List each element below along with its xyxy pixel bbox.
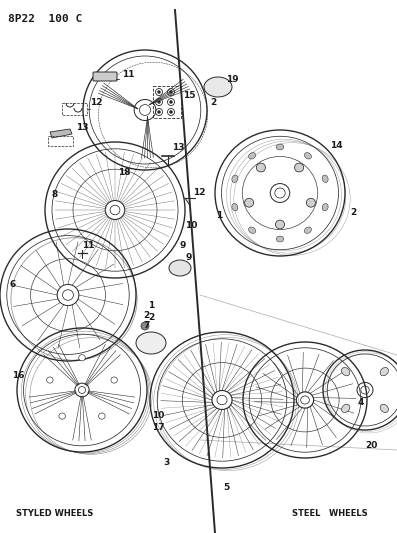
Text: 13: 13: [172, 143, 185, 152]
Ellipse shape: [170, 101, 173, 103]
Ellipse shape: [341, 367, 350, 376]
Text: 4: 4: [358, 398, 364, 407]
Ellipse shape: [256, 163, 266, 172]
Text: 15: 15: [183, 91, 195, 100]
Text: 2: 2: [350, 208, 356, 217]
Text: 16: 16: [12, 371, 25, 380]
Ellipse shape: [245, 198, 254, 207]
Ellipse shape: [276, 236, 284, 242]
Text: 1: 1: [148, 301, 154, 310]
Bar: [48, 136, 73, 146]
Ellipse shape: [276, 144, 284, 150]
Text: 8: 8: [52, 190, 58, 199]
Polygon shape: [50, 129, 72, 138]
Text: 3: 3: [163, 458, 169, 467]
Ellipse shape: [136, 332, 166, 354]
Text: 2: 2: [148, 313, 154, 322]
Ellipse shape: [158, 101, 160, 103]
Text: 14: 14: [330, 141, 343, 150]
Ellipse shape: [111, 377, 118, 383]
Ellipse shape: [304, 152, 311, 159]
Ellipse shape: [341, 404, 350, 413]
Ellipse shape: [249, 152, 256, 159]
Ellipse shape: [79, 354, 85, 361]
Text: STYLED WHEELS: STYLED WHEELS: [16, 509, 94, 518]
Text: 10: 10: [185, 221, 197, 230]
Ellipse shape: [322, 175, 328, 182]
Text: 12: 12: [193, 188, 206, 197]
Circle shape: [141, 322, 149, 330]
Text: 7: 7: [143, 321, 149, 330]
Ellipse shape: [170, 110, 173, 114]
Bar: [62, 103, 87, 115]
Text: 19: 19: [226, 75, 239, 84]
Ellipse shape: [46, 377, 53, 383]
Text: 11: 11: [82, 241, 94, 250]
Text: 17: 17: [152, 423, 165, 432]
Ellipse shape: [276, 220, 285, 229]
Ellipse shape: [295, 163, 304, 172]
Text: 9: 9: [180, 241, 186, 250]
Text: 2: 2: [143, 311, 149, 320]
Text: 2: 2: [210, 98, 216, 107]
Ellipse shape: [98, 413, 105, 419]
FancyBboxPatch shape: [93, 72, 117, 81]
Text: 20: 20: [365, 441, 378, 450]
Text: 12: 12: [90, 98, 102, 107]
Ellipse shape: [158, 91, 160, 93]
Ellipse shape: [380, 404, 388, 413]
Ellipse shape: [169, 260, 191, 276]
Ellipse shape: [249, 227, 256, 233]
Ellipse shape: [380, 367, 388, 376]
Ellipse shape: [322, 204, 328, 211]
Text: 9: 9: [185, 253, 191, 262]
Text: 11: 11: [122, 70, 135, 79]
Ellipse shape: [232, 175, 238, 182]
Text: 13: 13: [76, 123, 89, 132]
Ellipse shape: [170, 91, 173, 93]
Ellipse shape: [204, 77, 232, 97]
Text: 1: 1: [216, 211, 222, 220]
Ellipse shape: [304, 227, 311, 233]
Bar: [153, 86, 181, 118]
Text: 10: 10: [152, 411, 164, 420]
Ellipse shape: [232, 204, 238, 211]
Ellipse shape: [306, 198, 316, 207]
Text: STEEL   WHEELS: STEEL WHEELS: [292, 509, 368, 518]
Ellipse shape: [59, 413, 66, 419]
Text: 6: 6: [10, 280, 16, 289]
Ellipse shape: [158, 110, 160, 114]
Text: 5: 5: [223, 483, 229, 492]
Text: 8P22  100 C: 8P22 100 C: [8, 14, 82, 24]
Text: 18: 18: [118, 168, 131, 177]
